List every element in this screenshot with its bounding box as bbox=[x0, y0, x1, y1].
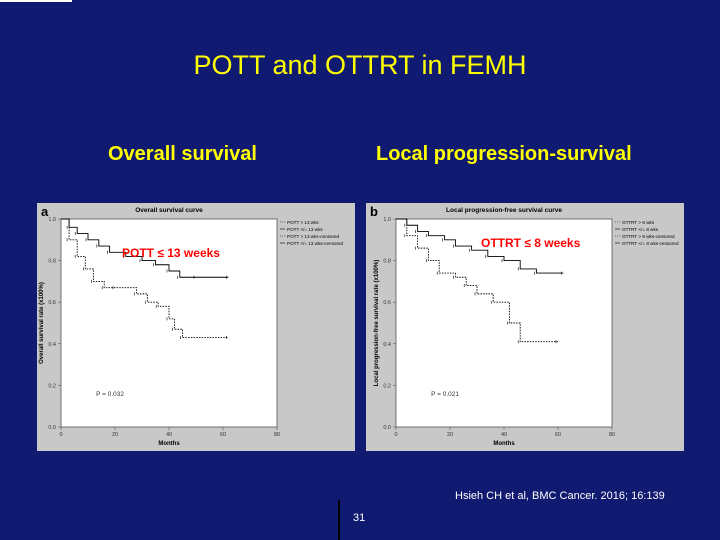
legend-entry: OTTRT > 8 wks-censored bbox=[622, 234, 675, 239]
overall-survival-chart: a Overall survival curve 0.0 0.2 0.4 0.6 0.8 1.… bbox=[37, 203, 355, 451]
plot-area bbox=[395, 218, 613, 428]
x-tick-label: 0 bbox=[59, 432, 62, 438]
x-tick-label: 0 bbox=[394, 432, 397, 438]
right-heading: Local progression-survival bbox=[376, 143, 632, 165]
panel-label: b bbox=[370, 204, 378, 219]
x-axis-label: Months bbox=[493, 441, 515, 447]
x-tick-label: 20 bbox=[447, 432, 453, 438]
slide-title: POTT and OTTRT in FEMH bbox=[193, 50, 527, 80]
series-line-1 bbox=[396, 218, 564, 274]
y-tick-label: 0.8 bbox=[48, 259, 56, 265]
chart-title: Overall survival curve bbox=[135, 207, 203, 214]
y-tick-label: 0.6 bbox=[48, 300, 56, 306]
p-value: P = 0.021 bbox=[431, 391, 459, 398]
y-tick-label: 0.8 bbox=[383, 259, 391, 265]
legend-entry: POTT > 13 wks-censored bbox=[287, 234, 340, 239]
series-line-0 bbox=[396, 218, 558, 343]
overall-survival-panel: a Overall survival curve 0.0 0.2 0.4 0.6 0.8 1.… bbox=[37, 203, 355, 451]
x-tick-label: 60 bbox=[220, 432, 226, 438]
left-heading: Overall survival bbox=[108, 143, 257, 165]
chart-title: Local progression-free survival curve bbox=[446, 207, 562, 214]
legend-entry: POTT > 13 wks bbox=[287, 220, 319, 225]
plot-area bbox=[60, 218, 278, 428]
left-annotation: POTT ≤ 13 weeks bbox=[122, 246, 220, 260]
local-progression-panel: b Local progression-free survival curve 0.… bbox=[366, 203, 684, 451]
legend-entry: POTT </= 13 wks bbox=[287, 227, 323, 232]
y-tick-label: 1.0 bbox=[48, 217, 56, 223]
y-tick-label: 0.4 bbox=[383, 342, 391, 348]
legend-entry: OTTRT > 8 wks bbox=[622, 220, 655, 225]
y-tick-label: 0.2 bbox=[48, 383, 56, 389]
panel-label: a bbox=[41, 204, 49, 219]
x-axis-label: Months bbox=[158, 441, 180, 447]
page-number: 31 bbox=[353, 512, 366, 524]
y-tick-label: 1.0 bbox=[383, 217, 391, 223]
x-tick-label: 80 bbox=[609, 432, 615, 438]
local-progression-chart: b Local progression-free survival curve 0.… bbox=[366, 203, 684, 451]
y-tick-label: 0.4 bbox=[48, 342, 56, 348]
x-tick-label: 40 bbox=[166, 432, 172, 438]
y-axis-label: Local progression-free survival rate (x1… bbox=[374, 260, 380, 386]
y-tick-label: 0.0 bbox=[383, 425, 391, 431]
legend-entry: OTTRT </= 8 wks-censored bbox=[622, 241, 679, 246]
corner-rule bbox=[0, 0, 72, 2]
y-tick-label: 0.2 bbox=[383, 383, 391, 389]
p-value: P = 0.032 bbox=[96, 391, 124, 398]
legend-entry: POTT </= 13 wks-censored bbox=[287, 241, 344, 246]
right-annotation: OTTRT ≤ 8 weeks bbox=[481, 236, 581, 250]
citation: Hsieh CH et al, BMC Cancer. 2016; 16:139 bbox=[455, 490, 665, 502]
series-line-0 bbox=[61, 218, 229, 339]
y-tick-label: 0.6 bbox=[383, 300, 391, 306]
x-tick-label: 40 bbox=[501, 432, 507, 438]
y-axis-label: Overall survival rate (x100%) bbox=[39, 282, 45, 364]
x-tick-label: 60 bbox=[555, 432, 561, 438]
legend-entry: OTTRT </= 8 wks bbox=[622, 227, 659, 232]
x-tick-label: 80 bbox=[274, 432, 280, 438]
x-tick-label: 20 bbox=[112, 432, 118, 438]
series-line-1 bbox=[61, 218, 229, 278]
divider bbox=[338, 500, 340, 540]
y-tick-label: 0.0 bbox=[48, 425, 56, 431]
